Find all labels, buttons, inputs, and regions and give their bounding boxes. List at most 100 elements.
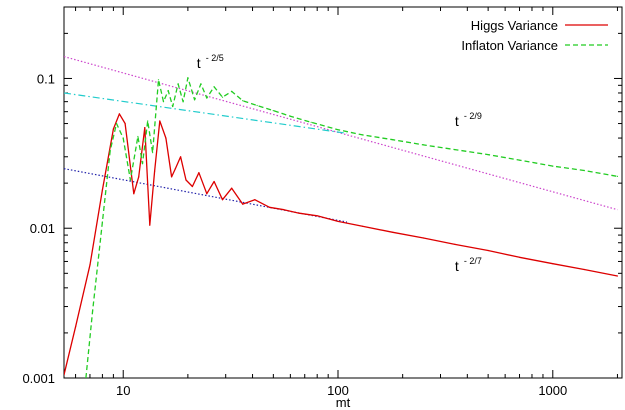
data-point xyxy=(92,310,94,312)
data-point xyxy=(185,179,187,181)
data-point xyxy=(552,263,554,265)
data-point xyxy=(133,193,135,195)
data-point xyxy=(165,137,167,139)
data-point xyxy=(172,105,174,108)
data-point xyxy=(198,172,200,174)
data-point xyxy=(138,176,140,178)
data-point xyxy=(487,154,489,156)
data-point xyxy=(298,212,300,214)
data-point xyxy=(122,137,124,139)
data-point xyxy=(361,225,364,227)
data-point xyxy=(147,120,149,122)
data-point xyxy=(256,104,258,107)
power-law-fit-line xyxy=(64,55,618,211)
data-point xyxy=(213,86,215,88)
x-tick-label: 100 xyxy=(327,383,349,398)
data-point xyxy=(187,77,189,79)
exponent-annotation: t xyxy=(455,258,459,274)
data-point xyxy=(118,113,120,115)
data-point xyxy=(149,224,151,226)
data-point xyxy=(174,168,176,170)
data-point xyxy=(206,97,208,99)
data-point xyxy=(194,99,196,101)
power-law-fit-line xyxy=(64,92,347,134)
x-tick-label: 10 xyxy=(116,383,130,398)
x-axis-title: mt xyxy=(336,395,351,410)
data-point xyxy=(552,165,554,167)
data-point xyxy=(337,220,339,222)
plot-frame xyxy=(63,6,623,379)
legend-label: Inflaton Variance xyxy=(461,38,558,53)
data-point xyxy=(221,96,224,98)
data-point xyxy=(454,243,456,245)
data-point xyxy=(75,326,77,328)
power-law-fit-line xyxy=(64,168,348,223)
exponent-annotation: t xyxy=(455,113,459,129)
data-point xyxy=(89,264,91,266)
exponent-annotation-power: - 2/9 xyxy=(464,111,482,121)
data-point xyxy=(392,231,394,233)
data-point xyxy=(583,268,585,271)
data-point xyxy=(337,129,339,131)
data-point xyxy=(171,176,173,178)
data-point xyxy=(583,169,585,172)
data-point xyxy=(101,189,103,191)
data-point xyxy=(152,152,154,154)
data-point xyxy=(157,79,160,81)
data-point xyxy=(159,120,161,122)
data-point xyxy=(231,90,233,92)
data-point xyxy=(137,135,139,138)
x-tick-label: 1000 xyxy=(538,383,567,398)
exponent-annotation: t xyxy=(197,55,201,71)
data-point xyxy=(115,122,118,125)
data-point xyxy=(616,175,619,177)
data-point xyxy=(616,275,619,277)
data-point xyxy=(206,193,208,195)
data-point xyxy=(316,215,318,217)
y-tick-label: 0.1 xyxy=(37,71,55,86)
data-point xyxy=(182,101,184,103)
data-point xyxy=(124,122,126,125)
data-point xyxy=(109,150,111,152)
data-point xyxy=(85,377,87,378)
data-point xyxy=(162,101,165,103)
data-point xyxy=(422,144,425,146)
y-tick-label: 0.001 xyxy=(22,371,55,386)
data-point xyxy=(454,149,456,151)
data-point xyxy=(231,187,233,189)
data-point xyxy=(310,121,312,123)
data-point xyxy=(283,209,285,211)
data-point xyxy=(268,206,271,208)
higgs-variance-line xyxy=(64,113,618,375)
data-point xyxy=(144,127,146,129)
data-point xyxy=(254,199,256,201)
data-point xyxy=(200,83,202,85)
legend-label: Higgs Variance xyxy=(471,18,558,33)
y-tick-label: 0.01 xyxy=(30,221,55,236)
data-point xyxy=(112,128,114,130)
data-point xyxy=(141,163,144,165)
exponent-annotation-power: - 2/5 xyxy=(206,53,224,63)
data-point xyxy=(101,221,103,223)
data-point xyxy=(272,110,274,112)
data-point xyxy=(242,100,244,102)
data-point xyxy=(129,179,131,181)
data-point xyxy=(487,249,489,252)
data-point xyxy=(518,256,521,258)
data-point xyxy=(177,83,179,85)
data-point xyxy=(221,199,224,201)
exponent-annotation-power: - 2/7 xyxy=(464,256,482,266)
data-point xyxy=(289,115,291,117)
data-point xyxy=(518,159,521,161)
data-point xyxy=(361,134,364,136)
data-point xyxy=(180,156,182,158)
data-point xyxy=(191,185,193,188)
data-point xyxy=(242,203,244,205)
inflaton-variance-line xyxy=(85,77,618,378)
data-point xyxy=(167,90,169,92)
data-point xyxy=(154,170,156,172)
data-point xyxy=(392,139,394,141)
data-point xyxy=(422,237,425,239)
data-point xyxy=(213,180,215,183)
